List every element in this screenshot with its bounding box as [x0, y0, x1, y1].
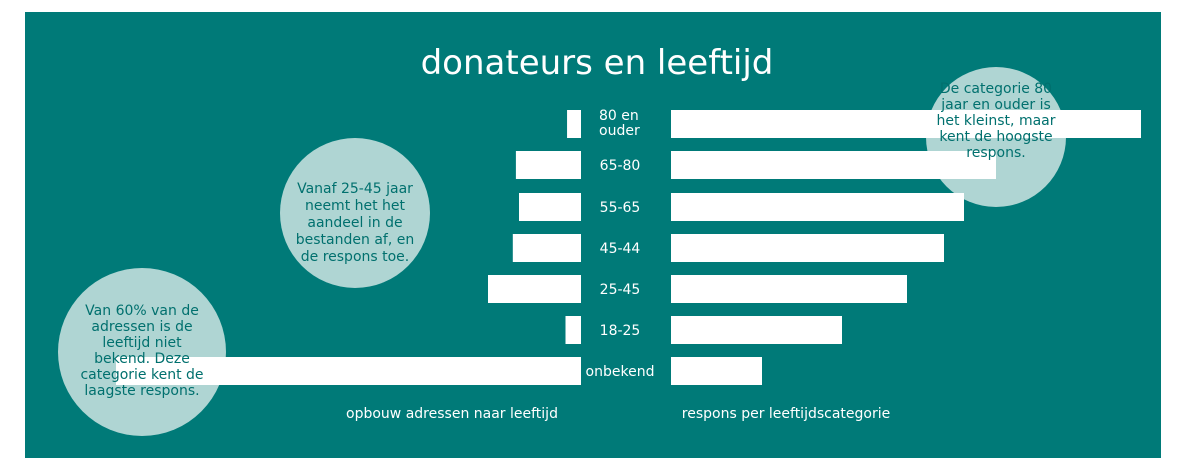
- category-label: 55-65: [600, 200, 641, 216]
- right-bar: [671, 357, 762, 385]
- right-bar: [671, 193, 964, 221]
- left-bar: [565, 316, 581, 344]
- annotation-text: aandeel in de: [307, 215, 402, 231]
- annotation-text: De categorie 80: [940, 81, 1052, 97]
- left-bar: [512, 234, 581, 262]
- annotation-text: adressen is de: [91, 319, 192, 335]
- annotation-text: Van 60% van de: [85, 303, 199, 319]
- category-label: 80 en: [599, 108, 639, 124]
- category-label: onbekend: [586, 364, 655, 380]
- annotation-text: laagste respons.: [84, 383, 199, 399]
- annotation-text: bekend. Deze: [94, 351, 190, 367]
- annotation-text: de respons toe.: [301, 249, 410, 265]
- left-bar: [488, 275, 581, 303]
- annotation-text: categorie kent de: [80, 367, 203, 383]
- annotation-text: jaar en ouder is: [940, 97, 1051, 113]
- category-label: 45-44: [600, 241, 641, 257]
- annotation-text: respons.: [966, 145, 1025, 161]
- annotation-text: het kleinst, maar: [936, 113, 1055, 129]
- annotation-text: neemt het het: [305, 198, 406, 214]
- left-axis-label: opbouw adressen naar leeftijd: [346, 406, 558, 422]
- bars: [116, 110, 1141, 385]
- annotation-text: kent de hoogste: [939, 129, 1052, 145]
- left-bar: [519, 193, 581, 221]
- annotation-text: Vanaf 25-45 jaar: [297, 181, 413, 197]
- right-bar: [671, 234, 944, 262]
- left-bar: [116, 357, 581, 385]
- right-bar: [671, 275, 907, 303]
- right-axis-label: respons per leeftijdscategorie: [682, 406, 890, 422]
- category-label: ouder: [599, 123, 640, 139]
- annotation-bubble: [58, 268, 226, 436]
- category-label: 65-80: [600, 158, 641, 174]
- annotation-text: leeftijd niet: [102, 335, 182, 351]
- category-label: 25-45: [600, 282, 641, 298]
- left-bar: [515, 151, 581, 179]
- chart-title: donateurs en leeftijd: [421, 43, 774, 83]
- left-bar: [567, 110, 581, 138]
- annotation-bubble: [280, 138, 430, 288]
- right-bar: [671, 316, 842, 344]
- annotation-text: bestanden af, en: [296, 232, 414, 248]
- right-bar: [671, 110, 1141, 138]
- right-bar: [671, 151, 996, 179]
- category-label: 18-25: [600, 323, 641, 339]
